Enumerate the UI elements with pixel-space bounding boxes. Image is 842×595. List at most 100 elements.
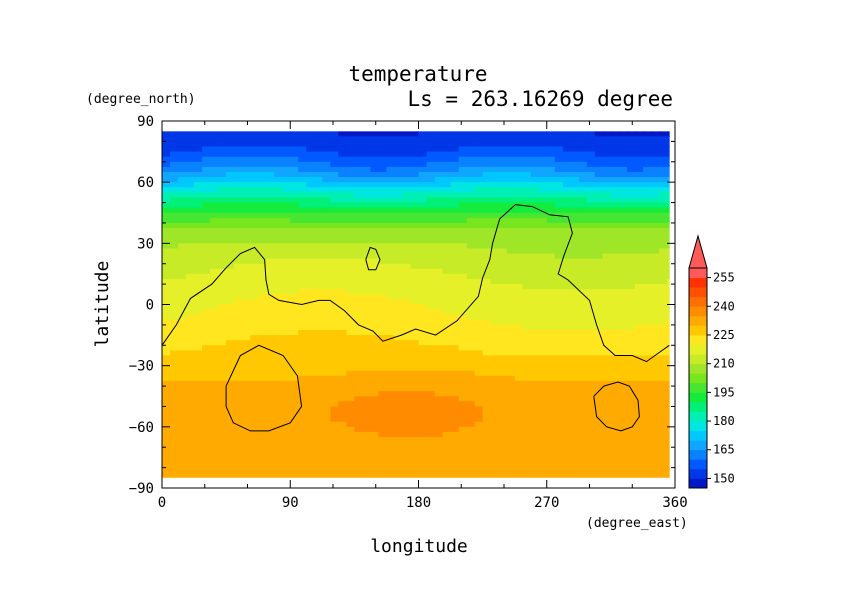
heatmap-cell: [218, 426, 227, 433]
x-tick-label: 90: [282, 495, 299, 511]
heatmap-cell: [346, 329, 355, 336]
heatmap-cell: [170, 273, 179, 280]
heatmap-cell: [306, 197, 315, 204]
heatmap-cell: [194, 365, 203, 372]
heatmap-cell: [346, 156, 355, 163]
heatmap-cell: [386, 131, 396, 137]
heatmap-cell: [178, 319, 187, 326]
heatmap-cell: [306, 212, 315, 219]
heatmap-cell: [442, 253, 452, 260]
heatmap-cell: [458, 248, 468, 255]
heatmap-cell: [506, 182, 516, 188]
heatmap-cell: [258, 386, 267, 392]
heatmap-cell: [258, 452, 267, 459]
heatmap-cell: [362, 197, 372, 204]
heatmap-cell: [442, 207, 452, 214]
heatmap-cell: [258, 447, 267, 453]
heatmap-cell: [330, 248, 339, 255]
heatmap-cell: [466, 289, 476, 295]
heatmap-cell: [306, 131, 315, 137]
heatmap-cell: [266, 426, 275, 433]
heatmap-cell: [506, 304, 516, 311]
heatmap-cell: [426, 431, 436, 438]
heatmap-cell: [418, 202, 428, 209]
heatmap-cell: [226, 329, 235, 336]
heatmap-cell: [178, 421, 187, 428]
heatmap-cell: [514, 166, 524, 173]
heatmap-cell: [226, 171, 235, 178]
heatmap-cell: [410, 248, 420, 255]
heatmap-cell: [250, 329, 259, 336]
heatmap-cell: [194, 212, 203, 219]
heatmap-cell: [362, 452, 372, 459]
contour-line-0: [161, 204, 670, 363]
heatmap-cell: [330, 166, 339, 173]
heatmap-cell: [570, 309, 580, 316]
heatmap-cell: [290, 416, 299, 423]
heatmap-cell: [218, 151, 227, 158]
heatmap-cell: [506, 462, 516, 469]
heatmap-cell: [330, 294, 339, 301]
heatmap-cell: [322, 146, 331, 153]
heatmap-cell: [354, 437, 363, 443]
heatmap-cell: [546, 309, 556, 316]
heatmap-cell: [354, 146, 363, 153]
heatmap-cell: [298, 146, 307, 153]
heatmap-cell: [514, 171, 524, 178]
heatmap-cell: [186, 187, 195, 193]
heatmap-cell: [170, 192, 179, 199]
heatmap-cell: [562, 202, 572, 209]
heatmap-cell: [530, 324, 540, 331]
heatmap-cell: [266, 171, 275, 178]
heatmap-cell: [498, 166, 508, 173]
heatmap-cell: [194, 431, 203, 438]
heatmap-cell: [586, 243, 596, 250]
heatmap-cell: [202, 238, 211, 244]
heatmap-cell: [482, 442, 492, 448]
heatmap-cell: [322, 355, 331, 362]
heatmap-cell: [210, 263, 219, 270]
heatmap-cell: [186, 431, 195, 438]
heatmap-cell: [522, 197, 532, 204]
heatmap-cell: [266, 431, 275, 438]
heatmap-cell: [178, 360, 187, 367]
heatmap-cell: [490, 329, 500, 336]
heatmap-cell: [466, 263, 476, 270]
heatmap-cell: [650, 304, 660, 311]
heatmap-cell: [586, 233, 596, 239]
heatmap-cell: [578, 462, 588, 469]
heatmap-cell: [346, 197, 355, 204]
heatmap-cell: [194, 253, 203, 260]
heatmap-cell: [538, 452, 548, 459]
heatmap-cell: [626, 319, 636, 326]
heatmap-cell: [178, 304, 187, 311]
heatmap-cell: [570, 467, 580, 474]
heatmap-cell: [610, 212, 620, 219]
heatmap-cell: [394, 146, 404, 153]
heatmap-cell: [434, 426, 444, 433]
heatmap-cell: [458, 146, 468, 153]
heatmap-cell: [322, 467, 331, 474]
heatmap-cell: [354, 391, 363, 397]
heatmap-cell: [226, 467, 235, 474]
heatmap-cell: [274, 431, 283, 438]
heatmap-cell: [586, 340, 596, 346]
heatmap-cell: [554, 365, 564, 372]
heatmap-cell: [418, 299, 428, 306]
heatmap-cell: [170, 151, 179, 158]
heatmap-cell: [314, 131, 323, 137]
heatmap-cell: [194, 177, 203, 183]
heatmap-cell: [434, 350, 444, 357]
heatmap-cell: [610, 289, 620, 295]
heatmap-cell: [498, 238, 508, 244]
heatmap-cell: [650, 360, 660, 367]
heatmap-cell: [458, 386, 468, 392]
heatmap-cell: [338, 329, 347, 336]
heatmap-cell: [338, 273, 347, 280]
heatmap-cell: [234, 319, 243, 326]
heatmap-cell: [658, 401, 668, 408]
heatmap-cell: [266, 447, 275, 453]
heatmap-cell: [394, 452, 404, 459]
heatmap-cell: [178, 279, 187, 285]
heatmap-cell: [474, 329, 484, 336]
